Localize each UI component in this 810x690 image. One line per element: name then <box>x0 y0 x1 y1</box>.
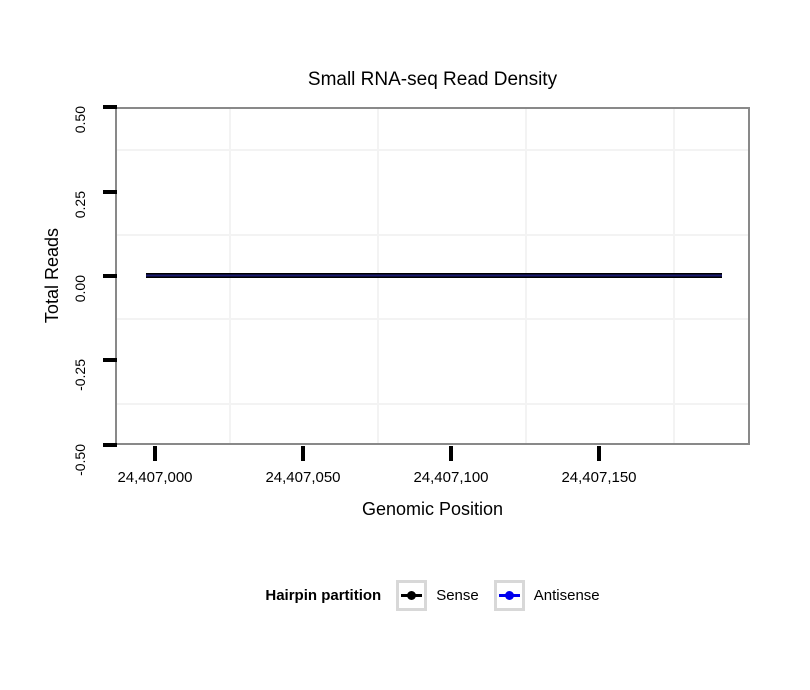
y-tick <box>103 274 117 278</box>
legend-key-antisense <box>493 579 525 611</box>
legend-title: Hairpin partition <box>265 586 382 604</box>
sense-point-icon <box>407 590 417 600</box>
sense-antisense-overlap-line <box>146 273 722 278</box>
x-tick <box>153 446 157 461</box>
x-tick-label: 24,407,050 <box>265 469 341 486</box>
y-tick <box>103 443 117 447</box>
legend-key-sense <box>396 579 428 611</box>
y-axis-title: Total Reads <box>42 228 62 324</box>
x-tick-label: 24,407,000 <box>117 469 193 486</box>
legend-entry-antisense: Antisense <box>493 579 600 611</box>
legend-label-antisense: Antisense <box>533 586 600 604</box>
plot-panel <box>115 107 750 445</box>
legend-entry-sense: Sense <box>396 579 479 611</box>
gridline-minor-horizontal <box>117 234 748 236</box>
y-tick <box>103 190 117 194</box>
x-tick <box>597 446 601 461</box>
y-tick <box>103 358 117 362</box>
x-tick <box>449 446 453 461</box>
x-tick <box>301 446 305 461</box>
gridline-minor-horizontal <box>117 318 748 320</box>
gridline-minor-horizontal <box>117 403 748 405</box>
y-tick <box>103 105 117 109</box>
legend: Hairpin partition Sense Antisense <box>115 578 750 612</box>
y-tick-label: 0.50 <box>72 106 88 134</box>
antisense-point-icon <box>504 590 514 600</box>
y-tick-label: -0.25 <box>72 359 88 391</box>
legend-label-sense: Sense <box>436 586 479 604</box>
y-tick-label: 0.00 <box>72 275 88 303</box>
x-axis-title: Genomic Position <box>361 499 504 519</box>
y-tick-label: 0.25 <box>72 191 88 219</box>
x-tick-label: 24,407,150 <box>561 469 637 486</box>
gridline-minor-horizontal <box>117 149 748 151</box>
chart-title: Small RNA-seq Read Density <box>307 69 558 90</box>
x-tick-label: 24,407,100 <box>413 469 489 486</box>
